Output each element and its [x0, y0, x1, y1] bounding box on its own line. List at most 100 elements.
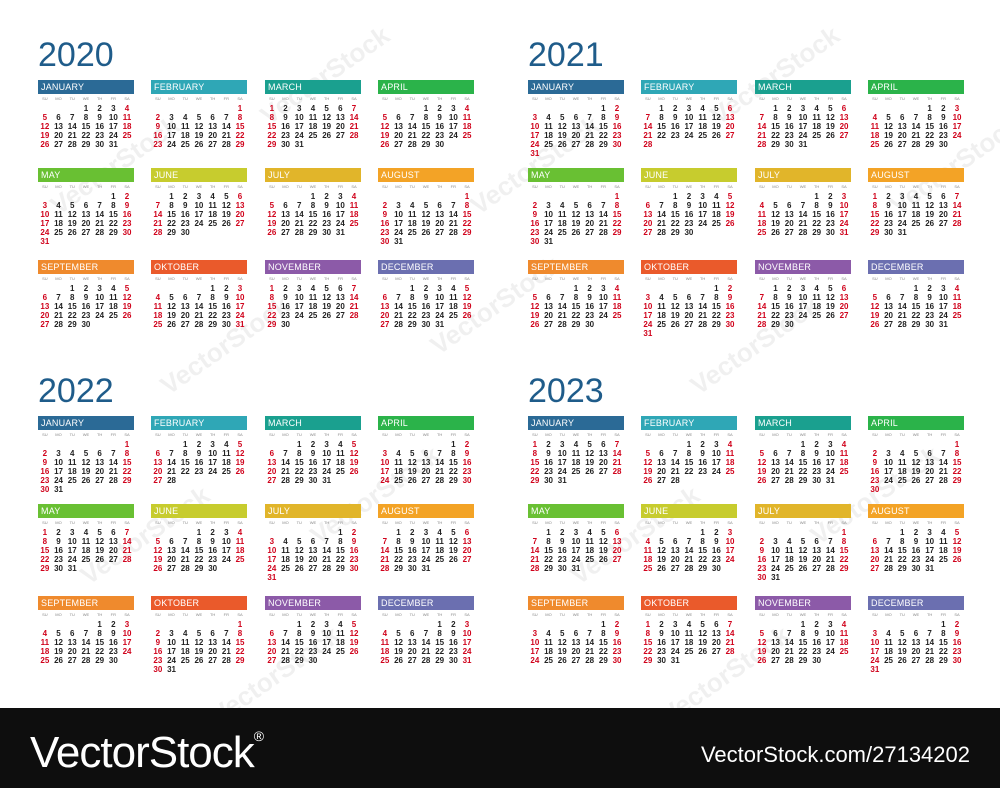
weekday-label: WE [82, 432, 90, 437]
day-cell: 21 [757, 310, 767, 320]
day-cell: 30 [54, 563, 63, 573]
weekday-label: FR [110, 276, 117, 281]
day-cell: 11 [81, 536, 91, 546]
day-cell: 28 [757, 139, 767, 149]
day-cell: 1 [800, 620, 806, 629]
day-cell: 12 [585, 448, 595, 458]
month-header: MAY [528, 504, 624, 518]
weekday-label: SA [841, 520, 847, 525]
day-cell: 24 [335, 218, 345, 228]
day-cell: 8 [927, 112, 932, 122]
weekday-label: WE [572, 184, 580, 189]
weekday-label: MO [168, 432, 175, 437]
day-cell: 20 [421, 466, 431, 476]
weekday-label: WE [309, 432, 317, 437]
day-cell: 13 [67, 637, 77, 647]
day-cell: 5 [927, 192, 932, 201]
day-cell: 7 [283, 448, 288, 458]
weekday-label: SA [237, 184, 243, 189]
month-header: DECEMBER [378, 260, 474, 274]
day-cell: 31 [421, 563, 431, 573]
day-cell: 24 [294, 130, 304, 140]
day-cell: 31 [67, 563, 77, 573]
weekday-label: TU [409, 184, 415, 189]
weekday-header-row: SU MO TU WE TH FR SA [528, 276, 624, 282]
day-cell: 20 [711, 637, 721, 647]
day-cell: 7 [83, 628, 89, 638]
weekday-label: MO [282, 520, 289, 525]
day-cell: 8 [196, 536, 202, 546]
day-cell: 3 [773, 536, 778, 546]
weekday-label: MO [658, 520, 665, 525]
weekday-label: TU [182, 184, 188, 189]
day-cell: 20 [235, 209, 245, 219]
day-cell: 20 [571, 130, 581, 140]
day-cell: 30 [180, 227, 190, 237]
day-cell: 11 [109, 292, 118, 302]
day-cell: 14 [380, 545, 390, 555]
day-cell: 20 [884, 310, 893, 320]
day-cell: 28 [598, 227, 608, 237]
day-cell: 17 [825, 637, 835, 647]
day-cell: 3 [886, 448, 891, 458]
weekday-label: FR [337, 184, 344, 189]
day-cell: 10 [322, 628, 332, 638]
month-may: MAY SU MO TU WE TH FR SA 1 2 3 4 5 6 7 8 9 10 11 12 13 14 15 16… [38, 168, 134, 254]
day-cell: 1 [913, 284, 919, 293]
day-cell: 2 [686, 192, 692, 201]
day-cell: 3 [124, 620, 130, 629]
day-cell: 30 [812, 655, 822, 665]
day-cell: 15 [598, 637, 608, 647]
day-cell: 31 [798, 139, 808, 149]
weekday-label: TH [96, 520, 103, 525]
day-cell: 6 [601, 440, 606, 449]
day-cell: 28 [421, 655, 431, 665]
weekday-label: SA [727, 432, 733, 437]
day-cell: 23 [544, 466, 553, 476]
year-title: 2022 [38, 372, 114, 410]
day-cell: 24 [725, 554, 735, 564]
day-cell: 24 [221, 554, 231, 564]
day-cell: 1 [814, 192, 819, 201]
day-cell: 1 [237, 620, 243, 629]
day-cell: 9 [814, 628, 819, 638]
day-cell: 3 [727, 528, 733, 537]
day-cell: 8 [645, 628, 651, 638]
day-cell: 5 [196, 112, 202, 122]
month-header: AUGUST [868, 504, 964, 518]
weekday-label: MO [168, 96, 175, 101]
day-cell: 29 [812, 227, 822, 237]
day-cell: 3 [941, 284, 946, 293]
footer-bar: VectorStock® VectorStock.com/27134202 [0, 708, 1000, 788]
day-cell: 18 [448, 301, 458, 311]
day-cell: 23 [757, 563, 767, 573]
day-cell: 5 [587, 440, 592, 449]
month-june: JUNE SU MO TU WE TH FR SA 1 2 3 4 5 6 7 8 9 10 11 12 13 14 15 1… [151, 504, 247, 590]
day-cell: 22 [308, 218, 318, 228]
day-cell: 18 [67, 466, 77, 476]
day-cell: 22 [598, 646, 608, 656]
day-cell: 12 [194, 637, 204, 647]
day-cell: 17 [435, 301, 445, 311]
day-cell: 1 [927, 104, 932, 113]
weekday-header-row: SU MO TU WE TH FR SA [528, 96, 624, 102]
weekday-label: MO [395, 612, 402, 617]
day-cell: 12 [267, 209, 277, 219]
weekday-label: MO [282, 276, 289, 281]
day-cell: 5 [124, 284, 130, 293]
month-day-grid: SU MO TU WE TH FR SA 1 2 3 4 5 6 7 8 9 10 11 12 13 14 15 16 17 1… [528, 610, 624, 682]
day-cell: 6 [338, 104, 343, 113]
day-cell: 24 [167, 655, 176, 665]
weekday-label: MO [658, 276, 665, 281]
day-cell: 8 [237, 628, 243, 638]
day-cell: 25 [407, 227, 417, 237]
day-cell: 29 [571, 319, 581, 329]
weekday-label: TU [182, 612, 188, 617]
day-cell: 10 [698, 200, 708, 210]
day-cell: 11 [68, 457, 77, 467]
day-cell: 13 [267, 457, 277, 467]
day-cell: 27 [335, 130, 345, 140]
day-cell: 14 [221, 121, 231, 131]
day-cell: 26 [698, 646, 708, 656]
day-cell: 25 [221, 466, 231, 476]
